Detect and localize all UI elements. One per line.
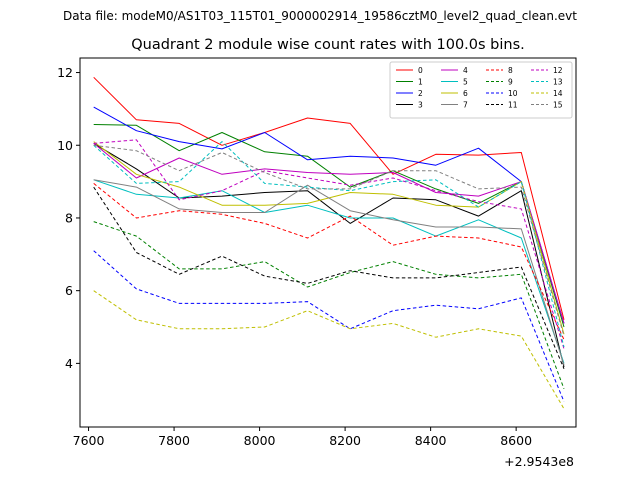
series-line-15 <box>93 144 565 337</box>
series-line-3 <box>93 142 565 368</box>
legend-label-15: 15 <box>553 100 563 109</box>
y-tick-label-8: 8 <box>65 210 73 225</box>
legend-label-7: 7 <box>463 100 468 109</box>
x-tick-label-8400: 8400 <box>415 433 447 448</box>
series-line-14 <box>93 290 565 410</box>
y-tick-label-4: 4 <box>65 356 73 371</box>
legend-label-14: 14 <box>553 89 563 98</box>
series-line-1 <box>93 124 565 328</box>
y-axis: 4 6 8 10 12 <box>57 65 80 371</box>
legend-box <box>389 61 573 119</box>
series-line-0 <box>93 76 565 320</box>
legend-label-11: 11 <box>508 100 518 109</box>
legend-label-10: 10 <box>508 89 518 98</box>
series-line-10 <box>93 250 565 402</box>
series-lines <box>93 76 565 410</box>
legend-label-0: 0 <box>418 66 423 75</box>
legend-label-4: 4 <box>463 66 468 75</box>
series-line-13 <box>93 141 565 348</box>
legend-label-6: 6 <box>463 89 468 98</box>
figure-suptitle: Data file: modeM0/AS1T03_115T01_90000029… <box>63 9 577 23</box>
plot-area-frame <box>79 57 577 428</box>
series-line-4 <box>93 143 565 324</box>
x-offset-label: +2.9543e8 <box>504 454 574 469</box>
y-tick-label-10: 10 <box>57 138 73 153</box>
x-tick-label-7800: 7800 <box>158 433 190 448</box>
legend-label-12: 12 <box>553 66 563 75</box>
legend-label-5: 5 <box>463 77 468 86</box>
series-line-9 <box>93 221 565 389</box>
x-tick-label-8200: 8200 <box>329 433 361 448</box>
legend-label-3: 3 <box>418 100 423 109</box>
legend-label-8: 8 <box>508 66 513 75</box>
series-line-12 <box>93 139 565 349</box>
series-line-5 <box>93 179 565 364</box>
legend-label-2: 2 <box>418 89 423 98</box>
series-line-2 <box>93 106 565 324</box>
y-tick-label-6: 6 <box>65 283 73 298</box>
legend-label-13: 13 <box>553 77 563 86</box>
legend-label-1: 1 <box>418 77 423 86</box>
y-tick-label-12: 12 <box>57 65 73 80</box>
series-line-11 <box>93 186 565 369</box>
x-tick-label-7600: 7600 <box>73 433 105 448</box>
x-axis: 7600 7800 8000 8200 8400 8600 <box>73 427 532 448</box>
legend-label-9: 9 <box>508 77 513 86</box>
series-line-8 <box>93 183 565 340</box>
x-tick-label-8600: 8600 <box>500 433 532 448</box>
chart-title: Quadrant 2 module wise count rates with … <box>131 37 525 53</box>
series-line-7 <box>93 179 565 366</box>
x-tick-label-8000: 8000 <box>244 433 276 448</box>
